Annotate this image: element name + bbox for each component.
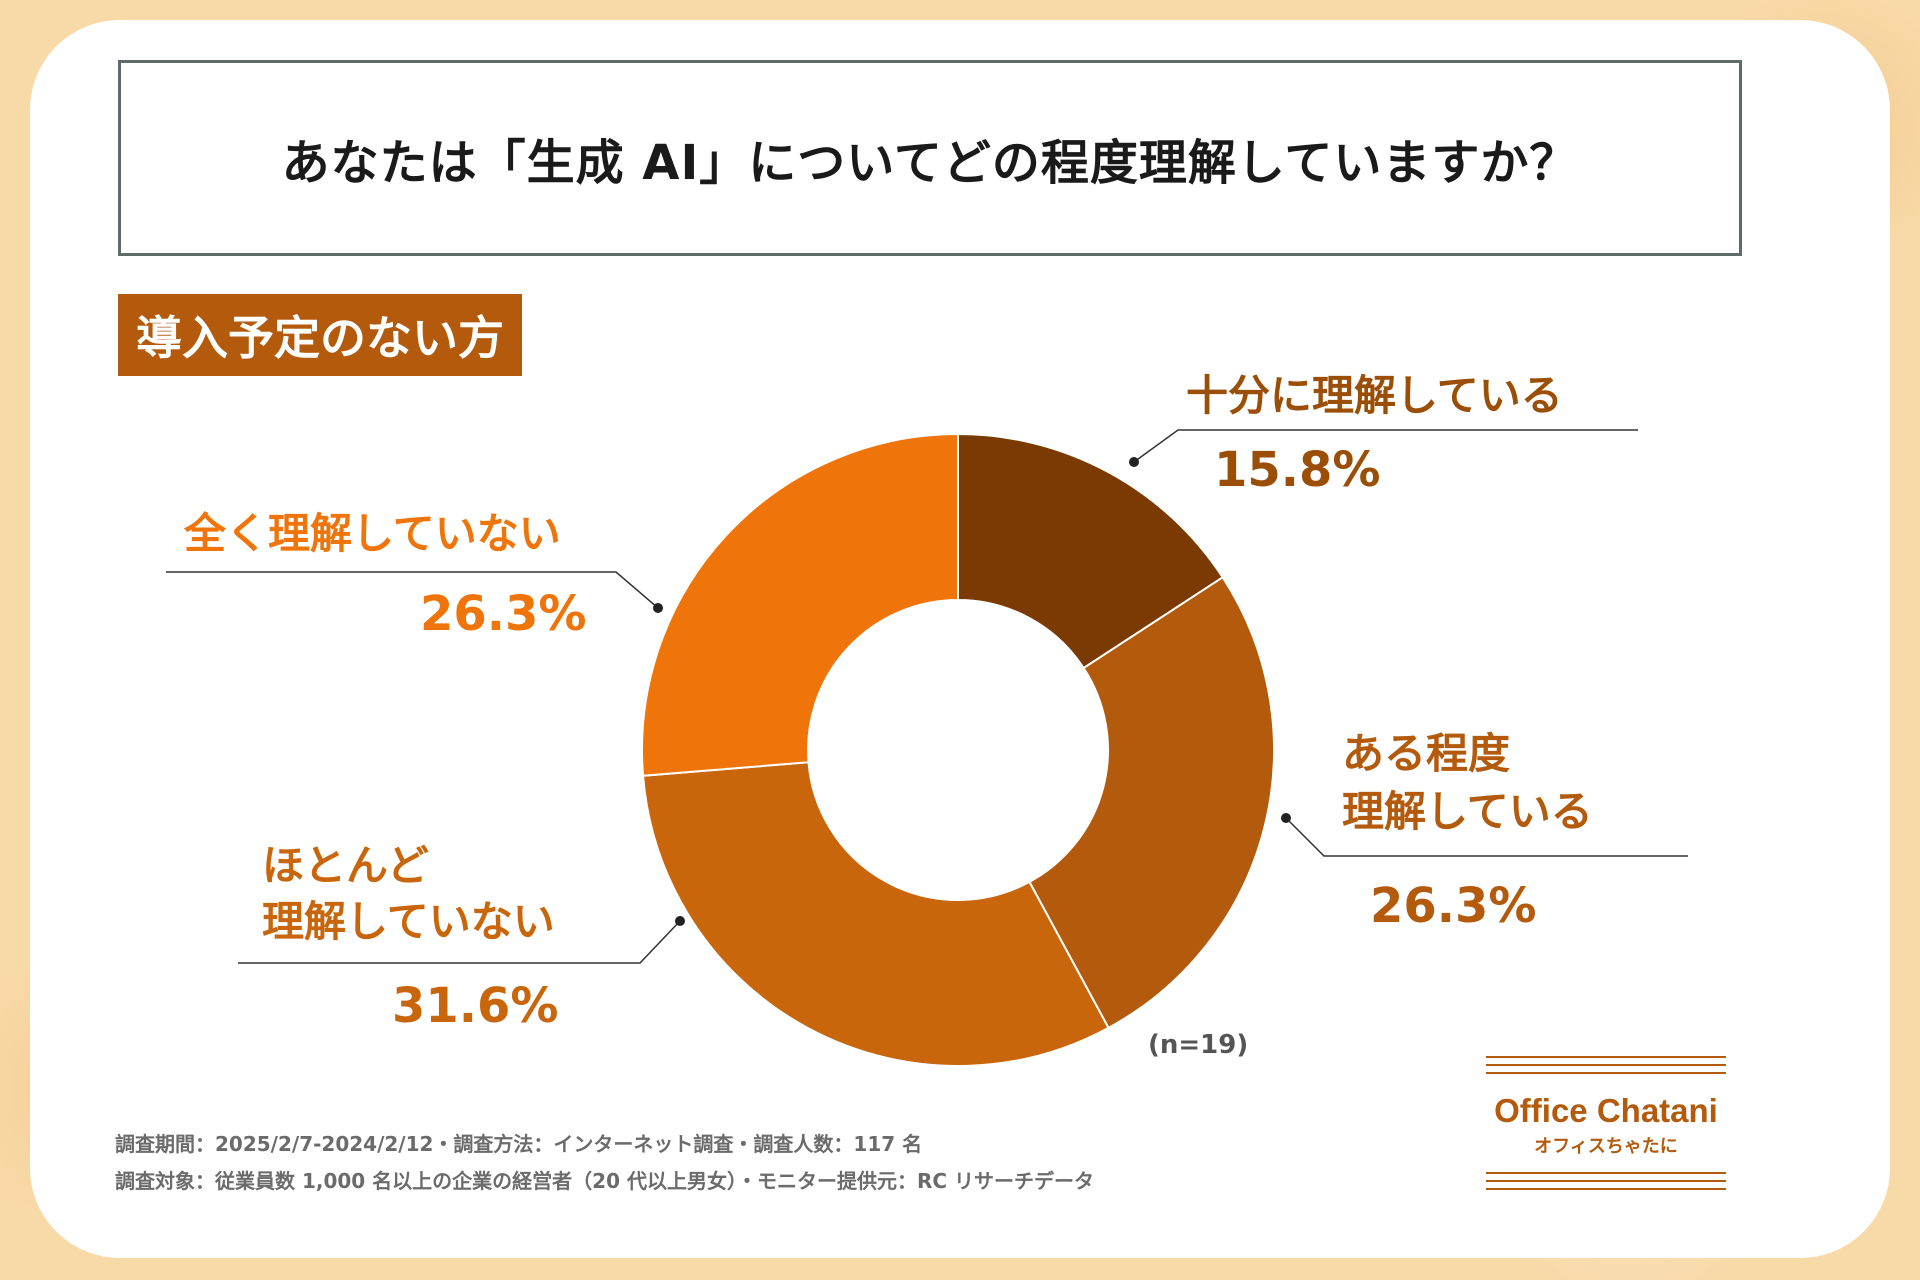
- leader-dot-3: [675, 916, 685, 926]
- category-label-3-line-2: 理解していない: [262, 897, 555, 946]
- value-label-3: 31.6%: [392, 978, 559, 1034]
- category-label-2-line-1: ある程度: [1342, 729, 1510, 778]
- leader-dot-2: [1281, 813, 1291, 823]
- leader-line-1: [1133, 429, 1638, 463]
- category-label-2-line-2: 理解している: [1342, 787, 1593, 836]
- value-label-4: 26.3%: [420, 586, 587, 642]
- donut-slice-4: [641, 432, 959, 777]
- survey-target-note: 調査対象：従業員数 1,000 名以上の企業の経営者（20 代以上男女）・モニタ…: [115, 1169, 1095, 1193]
- leader-line-2: [1285, 817, 1688, 857]
- survey-period-note: 調査期間：2025/2/7-2024/2/12・調査方法：インターネット調査・調…: [115, 1132, 923, 1156]
- question-title: あなたは「生成 AI」についてどの程度理解していますか？: [281, 135, 1579, 191]
- donut-slice-3: [641, 761, 1110, 1067]
- category-label-3-line-1: ほとんど: [262, 841, 429, 890]
- logo-sub: オフィスちゃたに: [1534, 1136, 1678, 1157]
- leader-line-4: [166, 571, 659, 609]
- segment-tag: 導入予定のない方: [118, 294, 522, 376]
- logo-lines-bottom: [1486, 1172, 1726, 1196]
- leader-dot-1: [1129, 457, 1139, 467]
- leader-dot-4: [653, 603, 663, 613]
- donut-slice-1: [957, 432, 1225, 670]
- category-label-4-line-1: 全く理解していない: [183, 509, 561, 558]
- value-label-1: 15.8%: [1214, 442, 1381, 498]
- donut-slice-2: [1028, 575, 1275, 1030]
- category-label-1-line-1: 十分に理解している: [1186, 371, 1563, 420]
- sample-size-label: (n=19): [1148, 1030, 1249, 1060]
- logo-name: Office Chatani: [1494, 1092, 1718, 1129]
- question-title-box: あなたは「生成 AI」についてどの程度理解していますか？: [118, 60, 1742, 256]
- leader-line-3: [238, 920, 681, 964]
- value-label-2: 26.3%: [1370, 878, 1537, 934]
- office-chatani-logo: Office Chatani オフィスちゃたに: [1456, 1040, 1756, 1210]
- logo-lines-top: [1486, 1056, 1726, 1080]
